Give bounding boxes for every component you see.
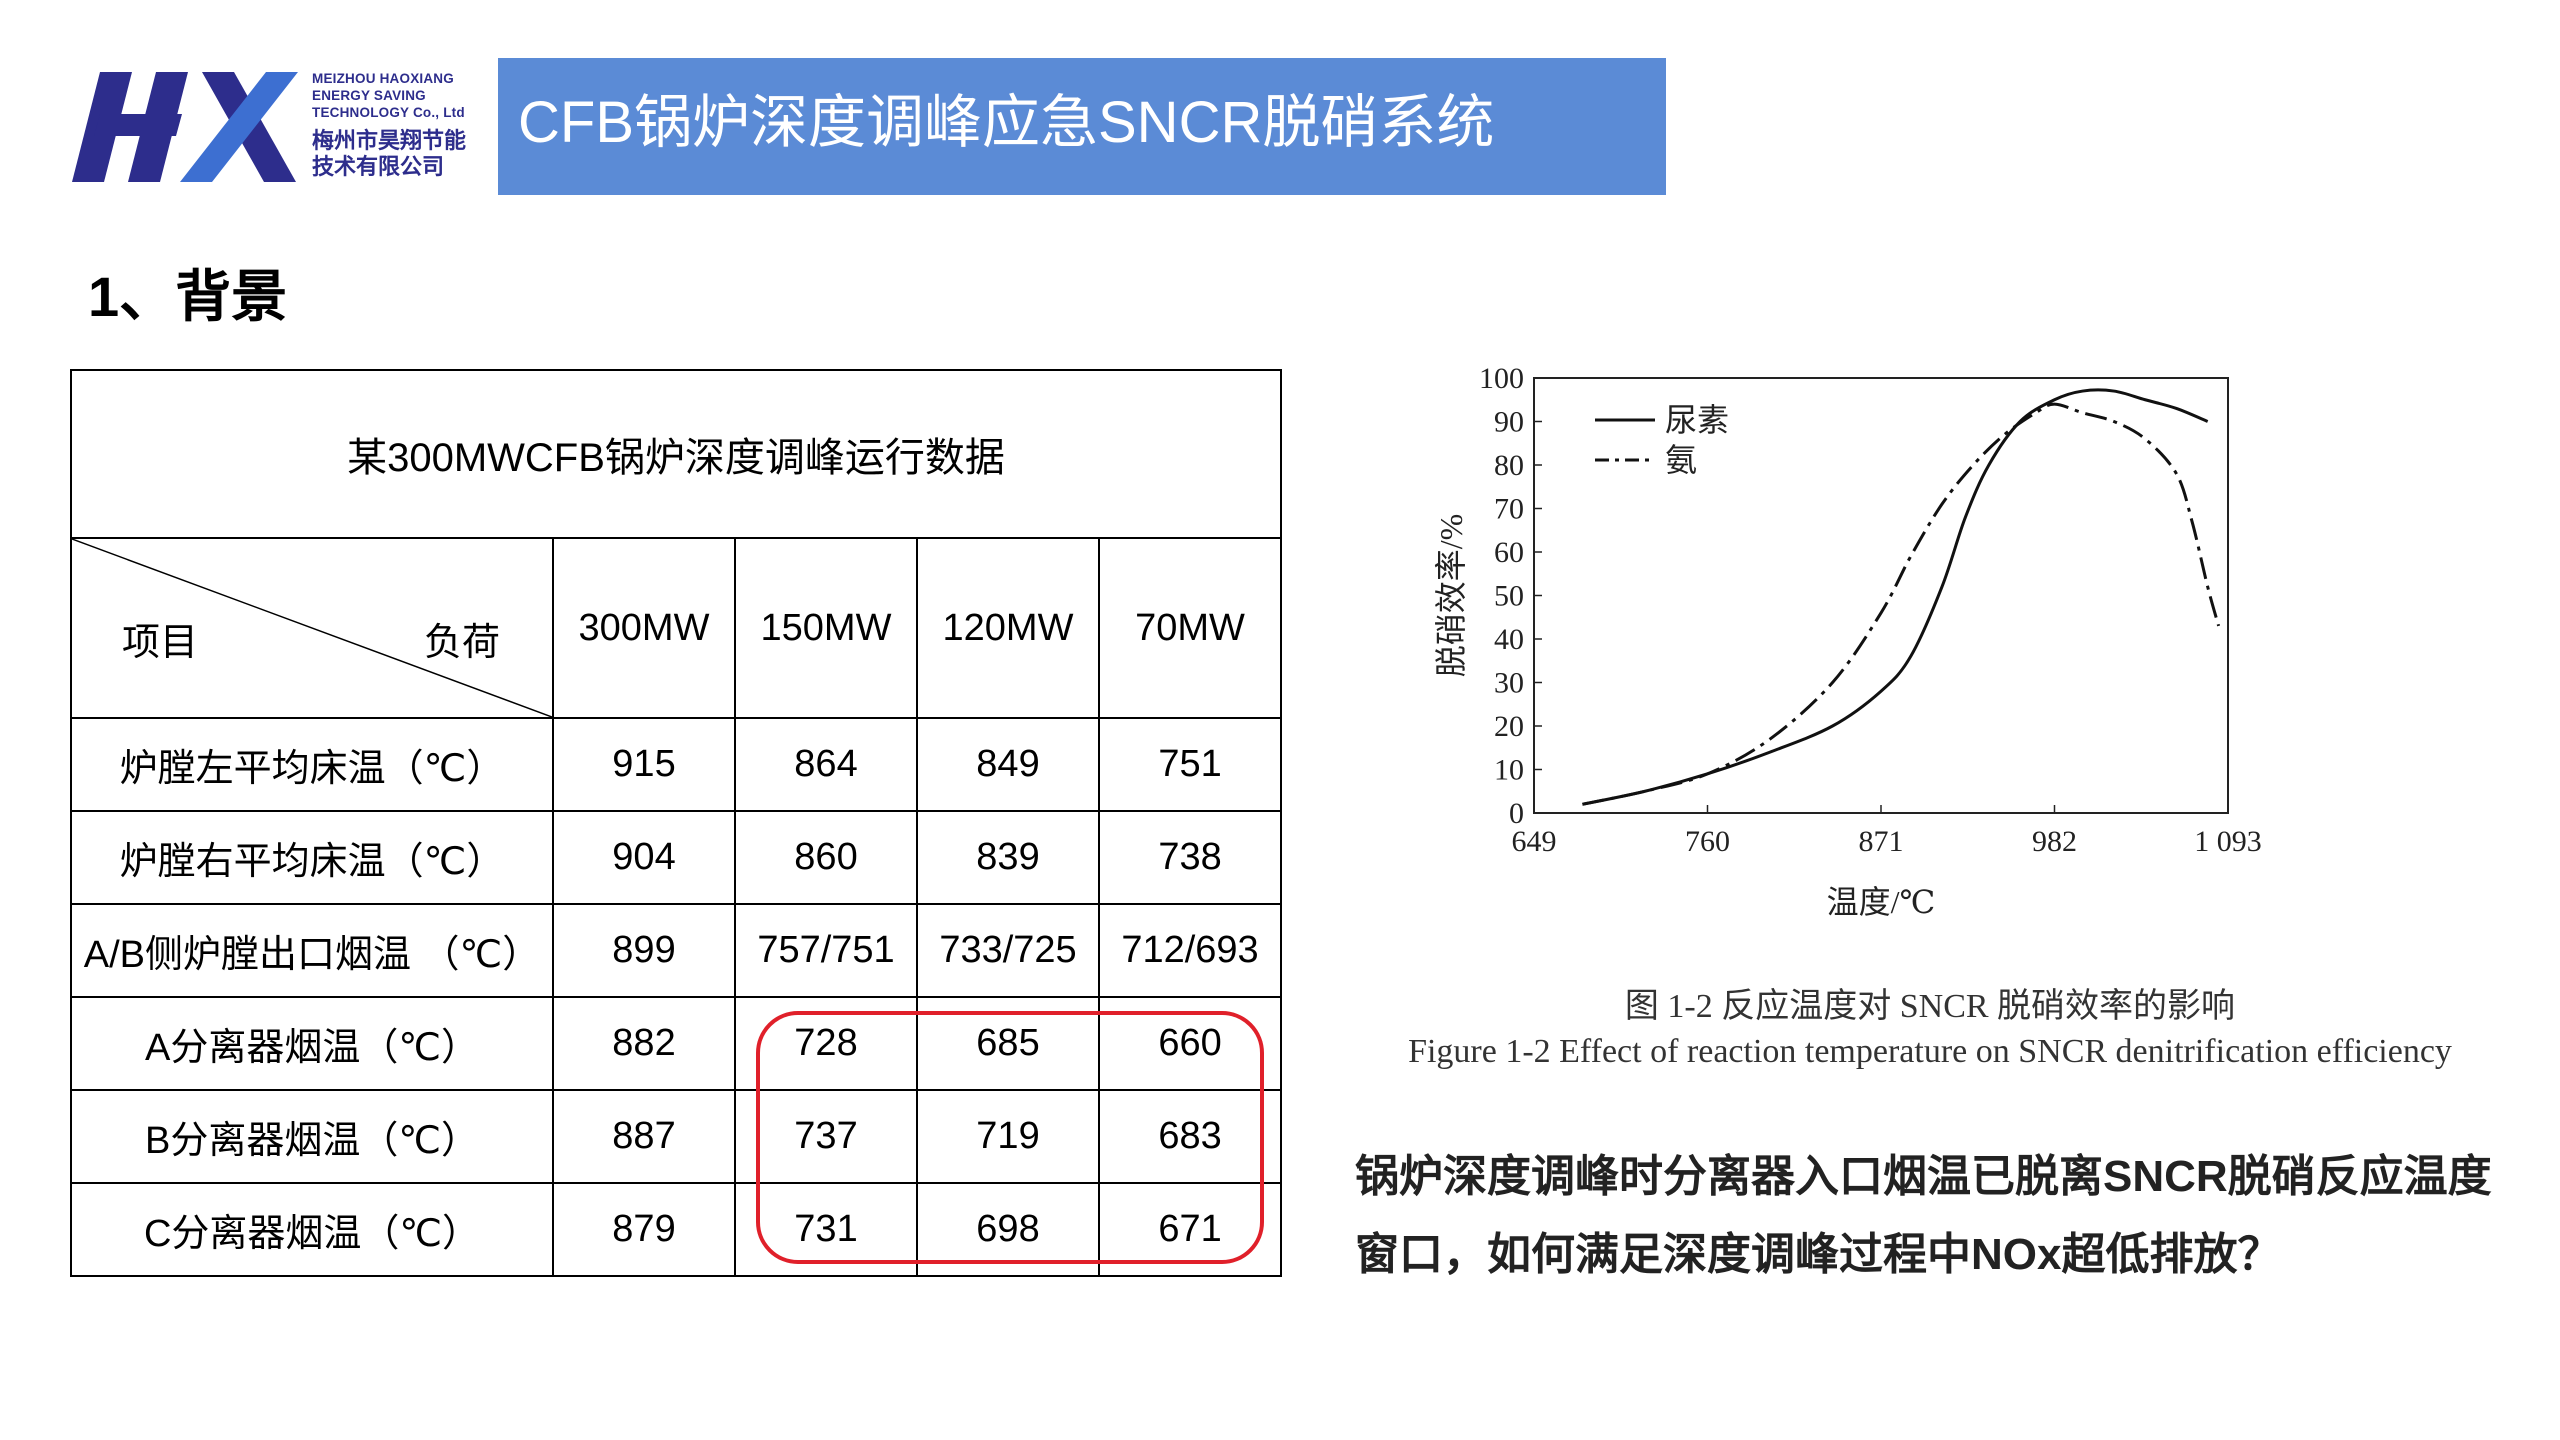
series-line-2 <box>1582 402 2221 806</box>
title-bar: CFB锅炉深度调峰应急SNCR脱硝系统 <box>498 58 1666 195</box>
table-row: 炉膛左平均床温（℃） 915 864 849 751 <box>70 717 1283 812</box>
table-cell: 733/725 <box>916 903 1100 998</box>
table-caption: 某300MWCFB锅炉深度调峰运行数据 <box>69 369 1283 539</box>
row-label: A/B侧炉膛出口烟温 （℃） <box>70 903 554 998</box>
conclusion-text: 锅炉深度调峰时分离器入口烟温已脱离SNCR脱硝反应温度窗口，如何满足深度调峰过程… <box>1355 1152 2492 1279</box>
y-tick-label: 100 <box>1479 362 1524 395</box>
y-tick-label: 50 <box>1494 580 1524 613</box>
x-tick-label: 871 <box>1859 825 1904 858</box>
table-cell: 737 <box>734 1089 918 1184</box>
table-cell: 683 <box>1097 1089 1283 1184</box>
corner-load-label: 负荷 <box>423 622 500 664</box>
row-label: 炉膛右平均床温（℃） <box>70 810 554 905</box>
row-label: C分离器烟温（℃） <box>70 1182 554 1277</box>
table-cell: 757/751 <box>734 903 918 998</box>
sncr-efficiency-chart: 0 10 20 30 40 50 60 70 80 90 100 649 760 871 982 1 093 温… <box>1433 362 2262 920</box>
legend-label: 氨 <box>1665 442 1697 478</box>
y-tick-label: 30 <box>1494 667 1524 700</box>
y-axis-label: 脱硝效率/% <box>1433 514 1469 678</box>
table-cell: 839 <box>916 810 1100 905</box>
row-label: A分离器烟温（℃） <box>70 996 554 1091</box>
table-row: 炉膛右平均床温（℃） 904 860 839 738 <box>70 810 1283 905</box>
table-cell: 738 <box>1097 810 1283 905</box>
x-tick-label: 1 093 <box>2194 825 2262 858</box>
y-tick-label: 70 <box>1494 493 1524 526</box>
plot-frame <box>1533 377 2229 814</box>
table-cell: 899 <box>552 903 736 998</box>
y-tick-label: 0 <box>1509 797 1524 830</box>
x-tick-label: 649 <box>1512 825 1557 858</box>
legend-label: 尿素 <box>1665 402 1729 438</box>
logo-english-name: MEIZHOU HAOXIANG ENERGY SAVING TECHNOLOG… <box>312 71 465 120</box>
table-cell: 915 <box>552 717 736 812</box>
table-cell: 751 <box>1097 717 1283 812</box>
table-row: B分离器烟温（℃） 887 737 719 683 <box>70 1089 1283 1184</box>
row-label: B分离器烟温（℃） <box>70 1089 554 1184</box>
column-header: 120MW <box>916 537 1100 719</box>
table-cell: 904 <box>552 810 736 905</box>
table-cell: 864 <box>734 717 918 812</box>
column-header: 70MW <box>1097 537 1283 719</box>
y-tick-label: 80 <box>1494 449 1524 482</box>
table-row: A/B侧炉膛出口烟温 （℃） 899 757/751 733/725 712/6… <box>70 903 1283 998</box>
table-cell: 712/693 <box>1097 903 1283 998</box>
table-cell: 719 <box>916 1089 1100 1184</box>
table-cell: 879 <box>552 1182 736 1277</box>
figure-caption-en: Figure 1-2 Effect of reaction temperatur… <box>1408 1033 2452 1070</box>
y-tick-label: 90 <box>1494 406 1524 439</box>
company-logo-mark <box>72 72 298 182</box>
column-header: 150MW <box>734 537 918 719</box>
figure-caption-cn: 图 1-2 反应温度对 SNCR 脱硝效率的影响 <box>1624 988 2236 1025</box>
table-cell: 860 <box>734 810 918 905</box>
diagonal-divider <box>73 540 551 716</box>
company-logo: MEIZHOU HAOXIANG ENERGY SAVING TECHNOLOG… <box>70 62 490 192</box>
table-corner-header: 项目 负荷 <box>70 537 554 719</box>
y-tick-label: 20 <box>1494 710 1524 743</box>
table-cell: 882 <box>552 996 736 1091</box>
page-title: CFB锅炉深度调峰应急SNCR脱硝系统 <box>518 90 1495 155</box>
x-tick-label: 760 <box>1685 825 1730 858</box>
section-heading: 1、背景 <box>88 265 288 328</box>
logo-chinese-name: 梅州市昊翔节能 技术有限公司 <box>312 128 467 179</box>
table-cell: 887 <box>552 1089 736 1184</box>
highlight-box <box>756 1011 1264 1264</box>
x-tick-label: 982 <box>2032 825 2077 858</box>
table-cell: 849 <box>916 717 1100 812</box>
x-axis-label: 温度/℃ <box>1827 884 1936 920</box>
corner-item-label: 项目 <box>122 622 199 664</box>
row-label: 炉膛左平均床温（℃） <box>70 717 554 812</box>
series-line-1 <box>1582 388 2209 806</box>
y-tick-label: 10 <box>1494 754 1524 787</box>
y-tick-label: 60 <box>1494 536 1524 569</box>
column-header: 300MW <box>552 537 736 719</box>
y-tick-label: 40 <box>1494 623 1524 656</box>
